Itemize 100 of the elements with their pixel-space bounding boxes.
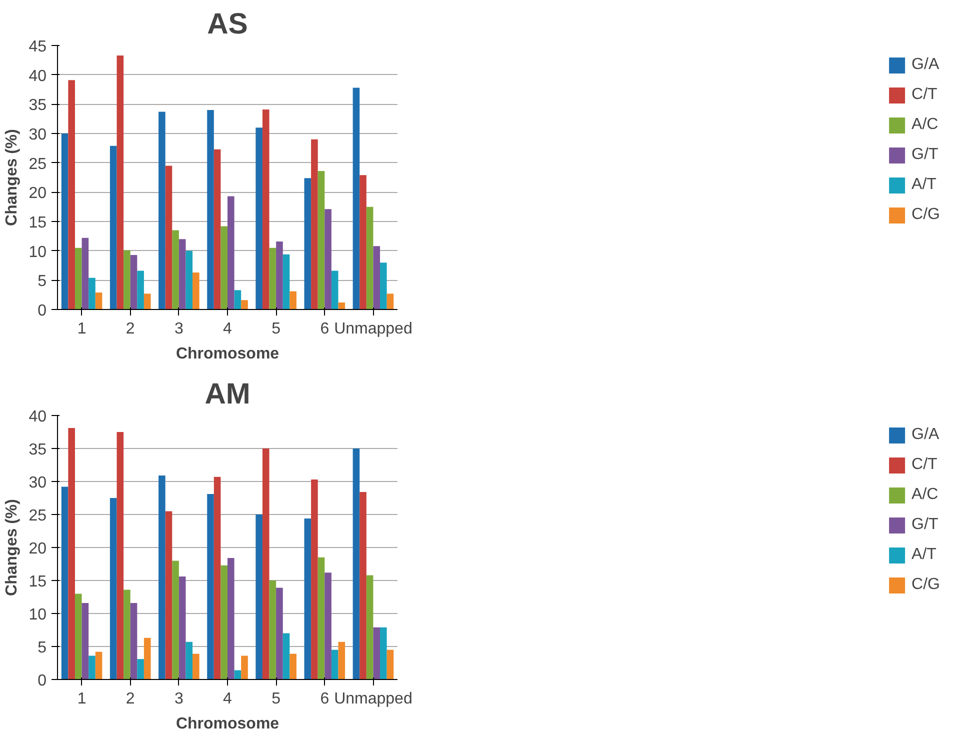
x-tick-label: 6 [320, 320, 330, 338]
x-tick-label: 2 [126, 320, 135, 338]
bar [276, 241, 283, 310]
bar [380, 262, 387, 310]
bar [88, 656, 96, 680]
bar [68, 428, 75, 680]
text: G/A [912, 426, 940, 444]
bar [311, 139, 318, 310]
legend-label: G/T [912, 516, 938, 534]
bar [331, 650, 338, 680]
y-tick-label: 10 [28, 606, 47, 624]
bar [276, 588, 283, 680]
bar [282, 254, 290, 310]
bar [110, 498, 117, 680]
bar [256, 514, 262, 680]
bar [241, 300, 248, 310]
bar [95, 652, 102, 680]
x-tick-label: 1 [77, 690, 86, 708]
x-tick-label: 5 [272, 320, 281, 338]
legend-label: C/G [912, 206, 940, 224]
bar [172, 230, 179, 310]
x-tick-label: 4 [223, 320, 232, 338]
bar [214, 476, 221, 680]
bar [186, 250, 193, 310]
bar [228, 196, 234, 310]
bar [137, 659, 144, 680]
bar [214, 149, 221, 310]
bar [290, 654, 296, 680]
legend-label: A/T [912, 176, 936, 194]
y-tick-label: 5 [38, 640, 47, 656]
y-axis-title: Changes (%) [4, 129, 21, 226]
legend-label: A/T [912, 546, 936, 564]
bar [352, 448, 360, 680]
bar [304, 178, 312, 310]
x-tick-label: Unmapped [334, 320, 412, 338]
y-tick-label: 25 [28, 508, 47, 524]
bar [234, 290, 242, 310]
bar [373, 246, 380, 310]
bar [207, 110, 214, 310]
y-tick-label: 40 [28, 408, 47, 426]
bar [130, 602, 138, 680]
y-tick-label: 0 [38, 302, 47, 320]
bar [158, 112, 166, 310]
bar [360, 175, 366, 310]
bar [338, 302, 346, 310]
bar [158, 476, 166, 680]
legend-label: C/T [912, 456, 938, 474]
y-tick-label: 15 [28, 574, 47, 590]
bar [130, 254, 138, 310]
y-tick-label: 5 [38, 273, 47, 290]
bar [380, 627, 387, 680]
bar [304, 518, 312, 680]
bar [144, 638, 151, 680]
bar [137, 270, 144, 310]
bar [116, 432, 124, 680]
bar [386, 294, 394, 310]
bar [165, 511, 172, 680]
legend-label: C/G [912, 576, 940, 594]
bar [74, 248, 82, 310]
bar [282, 633, 290, 680]
bar [269, 580, 276, 680]
bar [61, 134, 68, 310]
y-tick-label: 35 [28, 442, 47, 458]
bar [290, 291, 296, 310]
bar [144, 294, 151, 310]
bar [116, 55, 124, 310]
bar [178, 576, 186, 680]
bar [88, 278, 96, 310]
bar [386, 650, 394, 680]
y-tick-label: 45 [28, 38, 47, 56]
bar [220, 226, 228, 310]
x-tick-label: Unmapped [334, 690, 412, 708]
bar [324, 572, 332, 680]
bar [366, 206, 374, 310]
bar [318, 557, 325, 680]
y-tick-label: 40 [28, 68, 47, 85]
bar [228, 558, 234, 680]
legend-label: G/T [912, 146, 938, 164]
bar [74, 594, 82, 680]
legend-label: A/C [912, 486, 938, 504]
bar [352, 88, 360, 310]
y-tick-label: 0 [38, 672, 47, 690]
x-tick-label: 6 [320, 690, 330, 708]
bar [82, 238, 89, 310]
y-tick-label: 30 [28, 474, 47, 492]
x-tick-label: 3 [174, 320, 184, 338]
legend-label: C/T [912, 86, 938, 104]
bar [262, 448, 270, 680]
bar [311, 480, 318, 680]
y-tick-label: 10 [28, 244, 47, 261]
chart-title: AS [207, 8, 248, 40]
bar [373, 627, 380, 680]
y-tick-label: 20 [28, 540, 47, 558]
bar [110, 146, 117, 310]
bar [172, 560, 179, 680]
bar [360, 492, 366, 680]
legend-label: G/A [912, 56, 940, 74]
bar [178, 239, 186, 310]
bar [124, 590, 130, 680]
x-tick-label: 3 [174, 690, 184, 708]
